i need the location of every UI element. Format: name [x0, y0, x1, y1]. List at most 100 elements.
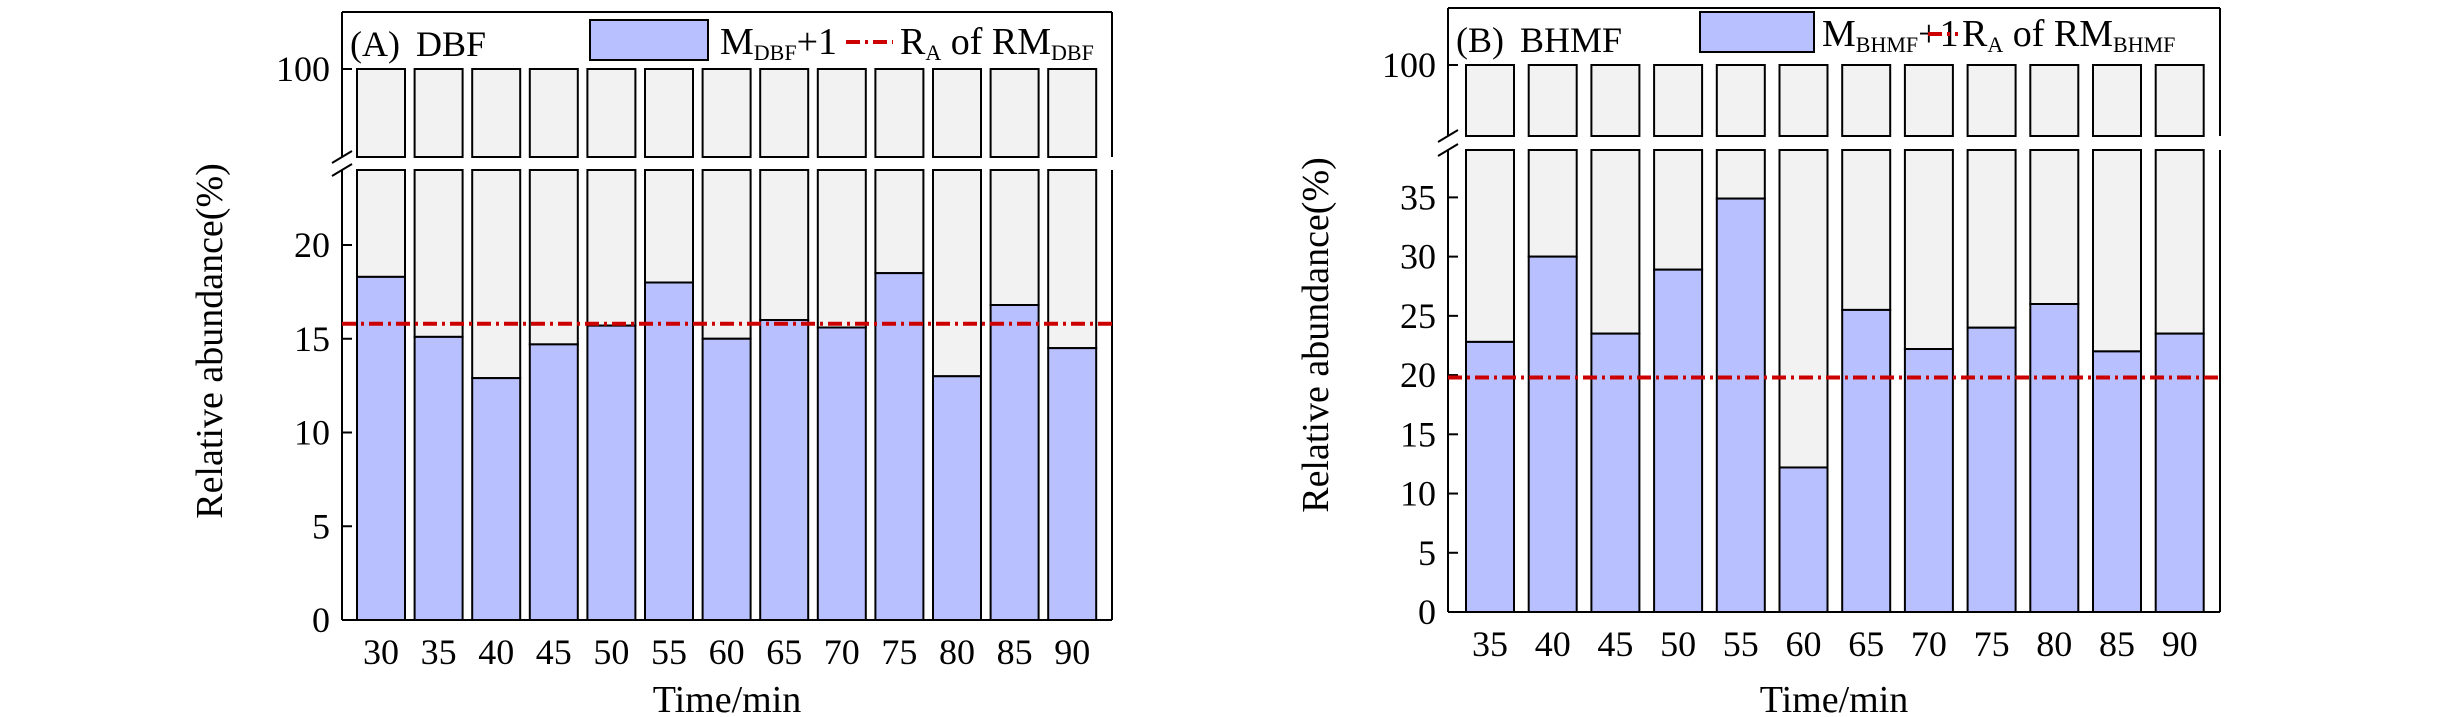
bar-85 [2092, 350, 2142, 613]
y-tick-label: 15 [294, 319, 330, 359]
bar-remainder-lower [2029, 149, 2080, 305]
bar-remainder-lower [1841, 149, 1892, 311]
x-tick-label: 50 [593, 632, 629, 672]
y-tick-label: 20 [1400, 355, 1436, 395]
bar-75 [874, 272, 925, 621]
x-tick-label: 35 [1472, 624, 1508, 664]
bar-70 [816, 326, 867, 621]
bar-remainder-upper [2029, 64, 2080, 137]
bar-50 [1653, 268, 1704, 613]
bar-remainder-lower [356, 169, 406, 278]
bar-remainder-upper [1465, 64, 1515, 137]
y-tick-label: 100 [276, 49, 330, 89]
x-axis-title: Time/min [653, 679, 802, 717]
bar-remainder-upper [874, 68, 925, 158]
axis-break-gap [1434, 137, 2222, 149]
panel-label: (A) [350, 24, 400, 64]
bar-remainder-upper [586, 68, 637, 158]
bar-65 [759, 319, 810, 621]
bar-remainder-upper [644, 68, 694, 158]
bar-remainder-lower [816, 169, 867, 329]
y-tick-label: 30 [1400, 237, 1436, 277]
x-tick-label: 40 [1535, 624, 1571, 664]
legend-bar-sub: DBF [754, 40, 797, 65]
bar-remainder-upper [816, 68, 867, 158]
bar-remainder-upper [471, 68, 522, 158]
bar-remainder-lower [759, 169, 810, 321]
bar-remainder-upper [2092, 64, 2142, 137]
bar-remainder-upper [1715, 64, 1766, 137]
legend-line-mid: of RM [2003, 13, 2113, 55]
bar-45 [1590, 332, 1641, 613]
y-axis-title: Relative abundance(%) [1295, 157, 1337, 513]
x-tick-label: 40 [478, 632, 514, 672]
bar-remainder-lower [874, 169, 925, 275]
legend-line-sub: A [925, 40, 941, 65]
y-tick-label: 0 [312, 600, 330, 640]
chart-panel-a: 30 35 40 45 50 55 60 65 70 75 80 85 90 0 5 10 15 20 100 Tim… [189, 11, 1114, 717]
legend-bar-suffix: +1 [797, 21, 837, 63]
bar-remainder-upper [1778, 64, 1829, 137]
legend-bar-sub: BHMF [1856, 32, 1918, 57]
bar-remainder-lower [471, 169, 522, 380]
x-tick-label: 80 [939, 632, 975, 672]
x-tick-label: 80 [2036, 624, 2072, 664]
x-tick-label: 45 [1597, 624, 1633, 664]
x-tick-label: 30 [363, 632, 399, 672]
bar-remainder-upper [1047, 68, 1098, 158]
bar-remainder-upper [2154, 64, 2205, 137]
legend-line-sub2: DBF [1051, 40, 1094, 65]
panel-label: (B) [1456, 20, 1504, 60]
x-tick-label: 35 [421, 632, 457, 672]
bar-55 [1715, 197, 1766, 613]
x-tick-label: 65 [1848, 624, 1884, 664]
y-tick-label: 35 [1400, 177, 1436, 217]
y-tick-label: 100 [1382, 45, 1436, 85]
bar-80 [932, 375, 982, 621]
legend-line-main: R [900, 21, 926, 63]
bar-70 [1903, 348, 1954, 613]
bar-remainder-lower [1903, 149, 1954, 351]
bar-remainder-upper [413, 68, 464, 158]
y-tick-label: 10 [1400, 474, 1436, 514]
bar-30 [356, 275, 406, 621]
bar-remainder-lower [2154, 149, 2205, 335]
bar-75 [1966, 326, 2017, 613]
axis-break-mark [331, 150, 353, 164]
bar-60 [701, 337, 752, 621]
y-tick-label: 20 [294, 225, 330, 265]
y-tick-label: 0 [1418, 592, 1436, 632]
x-tick-label: 60 [709, 632, 745, 672]
x-tick-label: 85 [997, 632, 1033, 672]
bar-remainder-lower [1653, 149, 1704, 271]
bar-40 [1527, 255, 1578, 613]
bar-90 [1047, 347, 1098, 621]
bar-remainder-lower [1527, 149, 1578, 258]
x-tick-label: 90 [2162, 624, 2198, 664]
bar-remainder-lower [528, 169, 579, 346]
bar-remainder-lower [1590, 149, 1641, 335]
bar-remainder-upper [1527, 64, 1578, 137]
bar-remainder-upper [1653, 64, 1704, 137]
legend-line-label: RA of RMBHMF [1962, 13, 2175, 57]
bar-80 [2029, 303, 2080, 613]
bar-60 [1778, 466, 1829, 613]
chart-title: BHMF [1520, 20, 1622, 60]
bar-remainder-upper [989, 68, 1040, 158]
bar-55 [644, 281, 694, 621]
bar-remainder-lower [1966, 149, 2017, 329]
bar-45 [528, 343, 579, 621]
legend-bar-main: M [1822, 13, 1856, 55]
bar-remainder-lower [701, 169, 752, 340]
y-tick-label: 15 [1400, 414, 1436, 454]
bar-remainder-lower [2092, 149, 2142, 353]
x-tick-label: 65 [766, 632, 802, 672]
bar-90 [2154, 332, 2205, 613]
x-tick-label: 60 [1786, 624, 1822, 664]
legend-line-sub: A [1987, 32, 2003, 57]
x-tick-label: 55 [1723, 624, 1759, 664]
bar-remainder-lower [413, 169, 464, 338]
y-tick-label: 10 [294, 413, 330, 453]
y-tick-label: 25 [1400, 296, 1436, 336]
bar-remainder-lower [1047, 169, 1098, 350]
